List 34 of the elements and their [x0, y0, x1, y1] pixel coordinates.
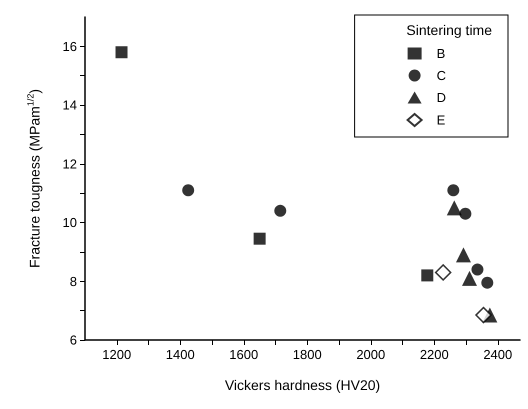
- y-tick-label: 14: [62, 98, 77, 113]
- x-tick-label: 1800: [292, 347, 322, 362]
- point: [274, 204, 286, 217]
- x-tick-label: 2200: [420, 347, 449, 362]
- point: [447, 184, 460, 196]
- legend-label: C: [436, 68, 446, 83]
- point: [446, 200, 462, 216]
- point: [116, 46, 128, 58]
- y-tick-label: 6: [70, 332, 77, 348]
- point: [459, 208, 472, 220]
- y-tick-label: 12: [62, 156, 77, 172]
- legend-label: D: [436, 90, 446, 105]
- y-axis-title: Fracture tougness (MPam1/2): [26, 88, 42, 268]
- legend-title: Sintering time: [406, 22, 492, 38]
- point: [481, 276, 494, 289]
- y-tick-label: 10: [62, 215, 77, 230]
- y-tick-label: 16: [62, 38, 77, 54]
- point: [254, 232, 266, 245]
- x-tick-label: 1600: [229, 347, 258, 362]
- point: [421, 269, 434, 282]
- x-tick-label: 2400: [483, 347, 512, 362]
- x-tick-label: 1400: [166, 347, 195, 362]
- point: [471, 264, 484, 276]
- y-tick-label: 8: [70, 274, 77, 289]
- x-tick-label: 2000: [356, 347, 386, 362]
- x-tick-label: 1200: [102, 347, 132, 362]
- legend-label: B: [436, 46, 446, 61]
- point: [434, 264, 452, 281]
- point: [475, 306, 492, 324]
- legend-label: E: [436, 112, 446, 128]
- point: [456, 247, 471, 262]
- x-axis-title: Vickers hardness (HV20): [224, 377, 380, 393]
- point: [182, 184, 194, 196]
- point: [462, 270, 478, 286]
